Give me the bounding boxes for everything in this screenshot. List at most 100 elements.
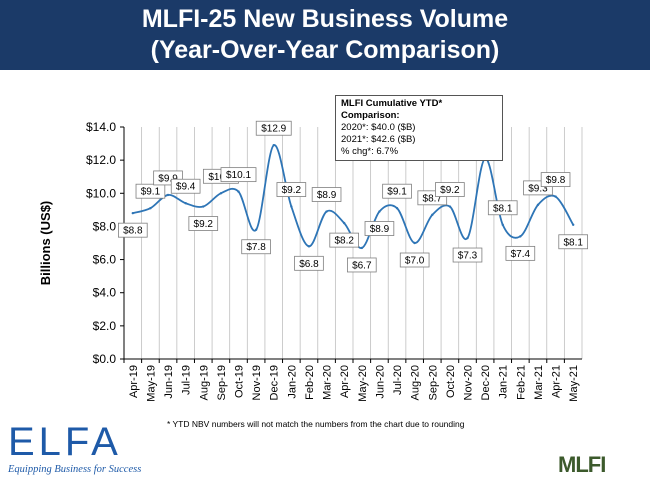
data-label: $9.2	[282, 185, 302, 196]
elfa-logo-word: ELFA	[8, 420, 122, 464]
data-label-box	[382, 183, 412, 199]
x-tick-label: Nov-20	[463, 365, 475, 400]
x-tick-label: Apr-20	[339, 365, 351, 398]
data-label: $7.4	[511, 249, 531, 260]
data-point	[254, 228, 258, 231]
data-label: $7.0	[405, 256, 425, 267]
data-label-box	[294, 255, 324, 271]
data-point	[272, 144, 275, 147]
y-tick-label: $12.0	[86, 153, 116, 167]
ytd-comparison-callout: MLFI Cumulative YTD* Comparison: 2020*: …	[335, 95, 503, 161]
x-tick-label: Mar-20	[322, 365, 334, 400]
data-label: $8.7	[423, 193, 443, 204]
callout-line-pct: % chg*: 6.7%	[341, 146, 399, 157]
x-tick-label: Jun-19	[163, 365, 175, 399]
callout-heading: MLFI Cumulative YTD* Comparison:	[341, 98, 443, 121]
x-tick-label: Oct-19	[234, 365, 246, 398]
data-label: $10.1	[226, 170, 251, 181]
data-point	[131, 211, 135, 215]
x-tick-label: Jun-20	[374, 365, 386, 399]
data-point	[448, 205, 452, 208]
data-label: $9.9	[158, 173, 178, 184]
callout-line-2021: 2021*: $42.6 ($B)	[341, 134, 416, 145]
data-point	[431, 213, 434, 217]
data-label-box	[311, 187, 342, 202]
data-label: $7.3	[458, 251, 478, 262]
line-chart: $0.0 $2.0 $4.0 $6.0 $8.0 $10.0 $12.0 $14.0 Billi…	[38, 120, 588, 402]
x-tick-label: Aug-20	[410, 365, 422, 400]
callout-line-2020: 2020*: $40.0 ($B)	[341, 122, 416, 133]
y-tick-label: $4.0	[93, 286, 117, 300]
x-tick-label: May-19	[145, 365, 157, 402]
data-point	[536, 203, 540, 207]
x-tick-label: Jul-20	[392, 365, 404, 395]
data-label-box	[170, 178, 201, 194]
data-point	[166, 193, 170, 197]
x-tick-label: Apr-21	[551, 365, 563, 398]
elfa-logo: ELFA Equipping Business for Success	[8, 422, 158, 482]
chart-title: MLFI-25 New Business Volume	[141, 5, 509, 33]
data-label-box	[255, 120, 292, 136]
data-label: $6.8	[299, 259, 319, 270]
x-tick-label: Nov-19	[251, 365, 263, 400]
axis-layer: $0.0 $2.0 $4.0 $6.0 $8.0 $10.0 $12.0 $14.0 Billi…	[38, 120, 582, 402]
data-point	[184, 202, 187, 205]
label-layer: $8.8$9.1$9.9$9.4$9.2$10.0$10.1$7.8$12.9$…	[118, 120, 588, 273]
data-point	[360, 246, 364, 250]
y-tick-label: $8.0	[93, 219, 117, 233]
data-point	[237, 190, 240, 193]
data-label-box	[276, 182, 307, 197]
data-label-box	[435, 182, 465, 197]
data-label-box	[399, 252, 430, 268]
y-tick-label: $14.0	[86, 120, 116, 134]
data-label: $9.2	[194, 219, 214, 230]
x-tick-label: Jan-21	[498, 365, 510, 399]
data-label-box	[505, 245, 536, 261]
data-label-box	[135, 183, 166, 199]
chart-subtitle: (Year-Over-Year Comparison)	[150, 36, 500, 64]
data-label-box	[220, 167, 257, 183]
data-label-box	[558, 234, 588, 250]
x-tick-label: Feb-21	[515, 365, 527, 400]
y-tick-label: $10.0	[86, 186, 116, 200]
data-point	[149, 207, 152, 210]
x-tick-label: Mar-21	[533, 365, 545, 400]
data-label: $8.9	[370, 224, 390, 235]
y-tick-label: $6.0	[93, 253, 117, 267]
data-label: $9.2	[440, 185, 460, 196]
data-label-box	[487, 200, 518, 216]
data-label-box	[347, 257, 377, 273]
data-label: $9.1	[141, 187, 161, 198]
data-point	[202, 205, 205, 208]
x-tick-label: May-21	[568, 365, 580, 402]
x-tick-label: Jul-19	[181, 365, 193, 395]
data-label-box	[364, 221, 395, 236]
data-label: $8.8	[123, 226, 143, 237]
data-point	[342, 221, 346, 225]
data-point	[466, 236, 469, 240]
data-point	[571, 223, 575, 226]
data-point	[395, 207, 399, 210]
data-point	[378, 210, 381, 213]
data-label-box	[540, 172, 571, 188]
data-label: $7.8	[246, 242, 266, 253]
data-label-box	[329, 232, 359, 248]
x-tick-label: May-20	[357, 365, 369, 402]
data-label-box	[188, 216, 219, 231]
x-tick-label: Jan-20	[286, 365, 298, 399]
elfa-tagline: Equipping Business for Success	[8, 464, 142, 475]
x-tick-label: Sep-19	[216, 365, 228, 400]
data-point	[325, 210, 328, 213]
title-banner: MLFI-25 New Business Volume (Year-Over-Y…	[0, 0, 650, 70]
data-point	[501, 223, 504, 226]
mlfi-logo: MLFI	[558, 452, 606, 477]
x-tick-label: Dec-20	[480, 365, 492, 400]
data-label: $8.1	[493, 203, 513, 214]
data-label: $9.4	[176, 182, 196, 193]
y-tick-label: $0.0	[93, 352, 117, 366]
x-tick-label: Aug-19	[198, 365, 210, 400]
y-tick-label: $2.0	[93, 319, 117, 333]
data-label: $12.9	[261, 124, 286, 135]
data-point	[290, 205, 293, 208]
data-point	[413, 241, 416, 245]
